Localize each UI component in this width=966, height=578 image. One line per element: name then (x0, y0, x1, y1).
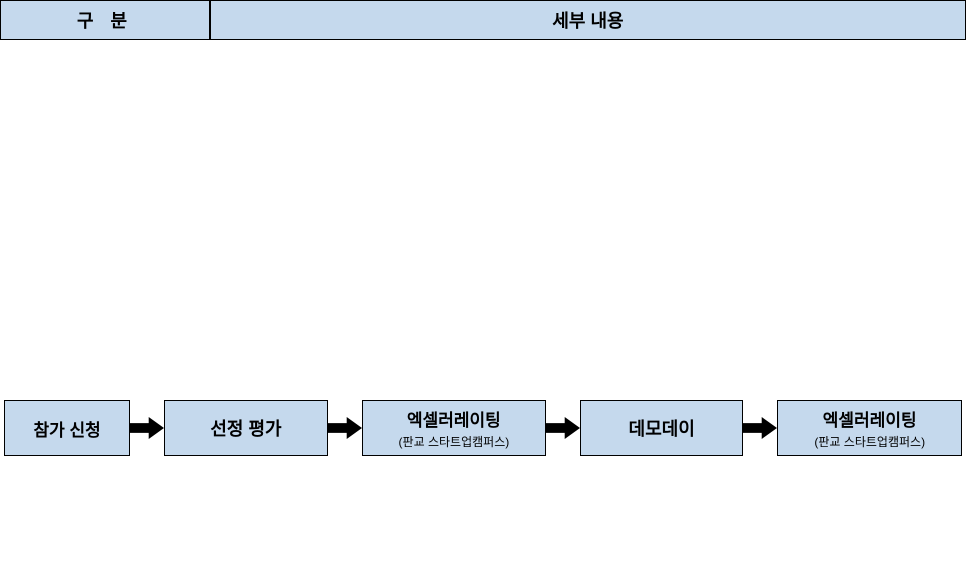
arrow-right-icon (743, 400, 777, 456)
process-step: 엑셀러레이팅 (판교 스타트업캠퍼스) (362, 400, 547, 456)
process-step-subtitle: (판교 스타트업캠퍼스) (814, 433, 925, 450)
header-col-category-label: 구 분 (77, 11, 133, 31)
page-root: 구 분 세부 내용 참가 신청 선정 평가 엑셀러레이팅 (판교 스타트업캠퍼스)… (0, 0, 966, 456)
process-step-title: 데모데이 (629, 415, 695, 441)
process-step-title: 참가 신청 (34, 416, 101, 441)
arrow-right-icon (328, 400, 362, 456)
process-step: 선정 평가 (164, 400, 327, 456)
header-col-category: 구 분 (0, 1, 210, 39)
process-step: 데모데이 (580, 400, 743, 456)
process-step: 참가 신청 (4, 400, 130, 456)
process-step: 엑셀러레이팅 (판교 스타트업캠퍼스) (777, 400, 962, 456)
process-flow-row: 참가 신청 선정 평가 엑셀러레이팅 (판교 스타트업캠퍼스) 데모데이 엑셀러레… (0, 400, 966, 456)
process-step-title: 엑셀러레이팅 (823, 406, 917, 431)
arrow-right-icon (130, 400, 164, 456)
process-step-title: 엑셀러레이팅 (407, 406, 501, 431)
header-col-detail: 세부 내용 (210, 1, 966, 39)
process-step-subtitle: (판교 스타트업캠퍼스) (399, 433, 510, 450)
table-header-row: 구 분 세부 내용 (0, 0, 966, 40)
header-col-detail-label: 세부 내용 (552, 11, 623, 31)
middle-spacer (0, 40, 966, 400)
process-step-title: 선정 평가 (210, 415, 281, 441)
arrow-right-icon (546, 400, 580, 456)
